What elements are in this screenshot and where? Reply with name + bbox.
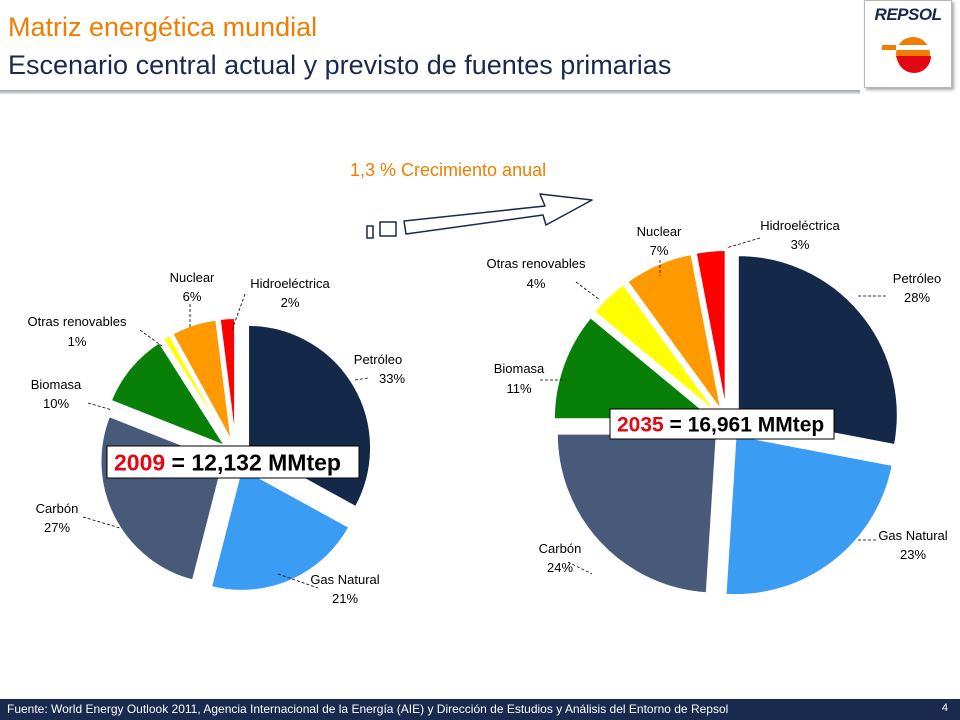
slice-percent-label: 11% (506, 381, 531, 396)
leader-line (277, 573, 319, 589)
slice-name-label: Biomasa (494, 361, 545, 376)
slice-percent-label: 24% (547, 560, 573, 575)
slice-percent-label: 33% (379, 371, 405, 386)
pie-chart-2035: Petróleo 28% Gas Natural 23% Carbón 24% Biomas… (487, 218, 948, 597)
slice-name-label: Carbón (539, 541, 582, 556)
slice-name-label: Biomasa (31, 377, 82, 392)
slice-percent-label: 23% (900, 547, 926, 562)
slice-percent-label: 1% (68, 334, 87, 349)
page-number: 4 (941, 702, 948, 714)
slice-percent-label: 4% (527, 276, 546, 291)
logo-wordmark: REPSOL (874, 5, 942, 24)
logo-emblem-icon (882, 37, 934, 74)
slice-percent-label: 6% (183, 289, 202, 304)
leader-line (725, 237, 761, 249)
pie-slice-otras-renovables-2009 (161, 333, 230, 444)
slice-name-label: Petróleo (893, 271, 941, 286)
total-box (609, 408, 835, 440)
slice-percent-label: 7% (650, 243, 669, 258)
leader-line (567, 561, 593, 575)
leader-line (139, 329, 163, 347)
slice-name-label: Gas Natural (310, 572, 379, 587)
slice-name-label: Nuclear (170, 270, 215, 285)
slice-name-label: Carbón (36, 501, 79, 516)
pie-slice-hidroelectrica-2009 (218, 317, 237, 442)
pie-slice-carbon-2035 (555, 432, 718, 595)
pie-slice-nuclear-2035 (625, 252, 723, 412)
slice-name-label: Otras renovables (28, 314, 127, 329)
slice-percent-label: 3% (791, 237, 810, 252)
total-label: 2035 = 16,961 MMtep (617, 414, 824, 437)
growth-label: 1,3 % Crecimiento anual (350, 160, 547, 180)
leader-line (87, 402, 113, 411)
repsol-logo: REPSOL (864, 0, 952, 88)
footer-bar: Fuente: World Energy Outlook 2011, Agenc… (0, 699, 960, 720)
slice-percent-label: 10% (43, 396, 69, 411)
pie-slice-carbon-2009 (99, 414, 225, 582)
page-subtitle: Escenario central actual y previsto de f… (8, 50, 672, 80)
pie-slice-gas-natural-2035 (724, 433, 894, 597)
slice-name-label: Hidroeléctrica (760, 218, 840, 233)
slice-percent-label: 21% (332, 591, 358, 606)
title-divider (0, 90, 860, 94)
slice-percent-label: 27% (44, 520, 70, 535)
leader-line (231, 293, 246, 331)
pie-slice-gas-natural-2009 (209, 466, 351, 592)
slice-name-label: Nuclear (637, 224, 682, 239)
slice-name-label: Otras renovables (487, 256, 586, 271)
pie-slice-otras-renovables-2035 (592, 282, 719, 415)
pie-slice-petroleo-2009 (247, 323, 373, 509)
slice-name-label: Hidroeléctrica (250, 276, 330, 291)
leader-line (82, 516, 121, 529)
leader-line (575, 281, 601, 301)
total-label: 2009 = 12,132 MMtep (114, 449, 341, 475)
footer-source: Fuente: World Energy Outlook 2011, Agenc… (7, 702, 729, 716)
slice-name-label: Petróleo (354, 352, 402, 367)
slice-percent-label: 28% (904, 290, 930, 305)
total-box (106, 445, 360, 479)
pie-slice-nuclear-2009 (171, 318, 233, 443)
slice-percent-label: 2% (281, 295, 300, 310)
pie-slice-petroleo-2035 (736, 254, 899, 447)
pie-chart-2009: Petróleo 33% Gas Natural 21% Carbón 27% Biomas… (28, 270, 406, 606)
leader-line (354, 377, 369, 381)
pie-slice-hidroelectrica-2035 (694, 249, 727, 411)
pie-slice-biomasa-2035 (552, 315, 717, 421)
page-title: Matriz energética mundial (8, 12, 318, 42)
slice-name-label: Gas Natural (878, 528, 947, 543)
